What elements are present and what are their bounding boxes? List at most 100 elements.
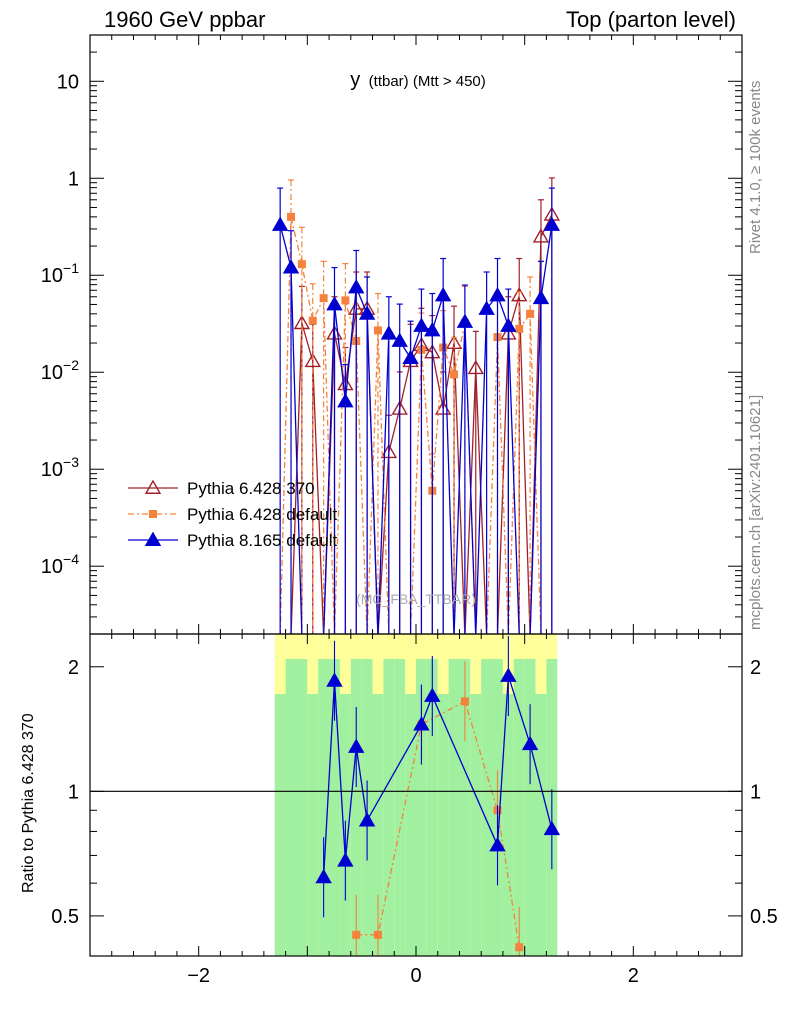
data-point-pythia-8-165-default [532,289,550,305]
ratio-y-tick-label-right: 2 [750,657,761,679]
header-right: Top (parton level) [566,7,736,32]
ratio-band-green [405,694,416,956]
ratio-point-pythia-8-165-default [500,667,517,682]
ratio-band-green [372,694,384,956]
x-tick-label: 0 [410,965,421,987]
ratio-band-green [426,659,438,956]
ratio-band-green [481,659,493,956]
data-point-pythia-6-428-default [297,260,306,269]
y-tick-label: 10 [57,71,79,93]
ratio-point-pythia-8-165-default [337,852,354,867]
y-tick-label: 10−3 [41,454,79,481]
data-point-pythia-8-165-default [380,325,398,340]
header-left: 1960 GeV ppbar [104,7,266,32]
series-line-pythia-6-428-default [279,216,542,634]
ratio-band-green [383,659,395,956]
data-point-pythia-8-165-default [271,216,289,231]
data-point-pythia-8-165-default [413,317,430,332]
data-point-pythia-6-428-370 [467,359,484,375]
data-point-pythia-8-165-default [500,317,517,332]
data-point-pythia-8-165-default [489,286,506,302]
ratio-point-pythia-8-165-default [543,820,561,836]
x-tick-label: −2 [187,965,210,987]
data-point-pythia-6-428-default [526,309,535,318]
ratio-band-green [535,694,547,956]
y-tick-label: 10−2 [41,357,79,384]
ratio-point-pythia-8-165-default [521,735,539,751]
ratio-band-green [285,659,297,956]
ratio-series-group [315,635,561,956]
data-point-pythia-8-165-default [456,313,474,328]
data-point-pythia-6-428-default [308,316,317,325]
data-point-pythia-6-428-default [341,296,350,305]
ratio-band-green [318,659,330,956]
ratio-band-green [350,659,362,956]
ratio-point-pythia-6-428-default [515,943,524,952]
legend-marker-pythia-6-428-default [149,510,157,518]
legend-label-pythia-6-428-default: Pythia 6.428 default [187,505,338,524]
ratio-band-green [274,694,286,956]
ratio-point-pythia-6-428-default [460,697,469,706]
ratio-point-pythia-8-165-default [315,868,332,884]
ratio-band-green [307,694,319,956]
ratio-band-green [329,659,340,956]
main-series-group [271,177,561,634]
legend-label-pythia-6-428-370: Pythia 6.428 370 [187,479,315,498]
data-point-pythia-6-428-370 [511,286,528,302]
axes-group: −2 0 2 10 1 10−1 10−2 10−3 10−4 2 2 1 1 0.5 0.5 [41,34,778,987]
ratio-point-pythia-6-428-default [373,930,382,939]
ratio-band-green [448,659,460,956]
data-point-pythia-6-428-default [287,212,296,221]
ratio-band-green [513,659,525,956]
data-point-pythia-6-428-default [450,370,459,379]
ratio-band-green [296,659,308,956]
data-point-pythia-8-165-default [543,216,561,231]
ratio-band-green [394,659,406,956]
data-point-pythia-8-165-default [434,286,452,302]
ratio-y-tick-label-right: 0.5 [750,906,778,928]
data-point-pythia-8-165-default [424,321,441,337]
data-point-pythia-8-165-default [402,349,419,365]
y-tick-label: 10−4 [41,551,79,578]
data-point-pythia-8-165-default [326,296,343,311]
analysis-watermark: (MC_FBA_TTBAR) [356,591,476,607]
legend-marker-pythia-8-165-default [144,531,162,546]
plot-title: y (ttbar) (Mtt > 450) [350,69,486,91]
ratio-band-green [502,694,514,956]
ratio-point-pythia-8-165-default [424,687,441,702]
ratio-band-green [437,694,449,956]
ratio-point-pythia-8-165-default [348,738,365,753]
ratio-band-green [524,659,536,956]
ratio-band-green [459,659,471,956]
x-tick-label: 2 [628,965,639,987]
plot-title-sub: (ttbar) (Mtt > 450) [369,73,486,90]
data-point-pythia-8-165-default [391,332,408,347]
data-point-pythia-8-165-default [348,278,365,294]
data-point-pythia-8-165-default [358,305,376,320]
data-point-pythia-8-165-default [478,300,495,315]
ratio-point-pythia-8-165-default [489,837,506,852]
legend-label-pythia-8-165-default: Pythia 8.165 default [187,531,338,550]
ratio-y-tick-label: 1 [68,781,79,803]
ratio-y-tick-label-right: 1 [750,781,761,803]
legend: Pythia 6.428 370 Pythia 6.428 default Pyth… [128,479,338,550]
ratio-band-green [470,694,482,956]
y-tick-label: 1 [68,168,79,190]
data-point-pythia-6-428-default [319,294,328,303]
plot-title-main: y [350,69,360,91]
ratio-y-tick-label: 2 [68,657,79,679]
data-point-pythia-6-428-default [373,326,382,335]
data-point-pythia-6-428-default [515,324,524,333]
ratio-point-pythia-8-165-default [326,672,343,687]
ratio-point-pythia-8-165-default [413,716,430,731]
ratio-point-pythia-6-428-default [352,930,361,939]
ratio-point-pythia-8-165-default [358,812,376,827]
ratio-uncertainty-bands [274,634,558,956]
ratio-band-green [416,659,427,956]
data-point-pythia-6-428-370 [304,352,321,368]
ratio-y-tick-label: 0.5 [51,906,79,928]
data-point-pythia-8-165-default [282,259,300,274]
legend-marker-pythia-6-428-370 [144,479,162,494]
y-tick-label: 10−1 [41,260,79,287]
